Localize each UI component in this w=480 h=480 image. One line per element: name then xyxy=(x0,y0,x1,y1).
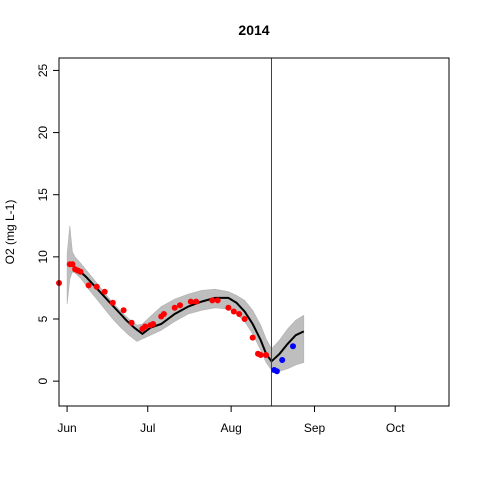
data-point xyxy=(193,298,200,305)
data-point xyxy=(209,297,216,304)
plot-frame xyxy=(58,57,450,407)
data-point xyxy=(142,323,149,330)
x-tick-label: Jun xyxy=(57,421,76,435)
data-point xyxy=(225,304,232,311)
data-point xyxy=(241,316,248,322)
data-point xyxy=(93,283,100,290)
data-point xyxy=(290,343,296,350)
y-axis-label: O2 (mg L-1) xyxy=(3,200,17,265)
data-point xyxy=(85,282,92,289)
data-point xyxy=(128,319,135,326)
data-point xyxy=(177,302,183,309)
data-point xyxy=(187,298,194,305)
data-point xyxy=(77,268,84,275)
x-tick-label: Aug xyxy=(220,421,241,435)
y-tick-label: 15 xyxy=(36,188,50,202)
data-point xyxy=(279,357,286,363)
x-tick-label: Jul xyxy=(140,421,155,435)
data-point xyxy=(273,368,280,375)
data-point xyxy=(160,311,167,317)
y-tick-label: 5 xyxy=(36,315,50,322)
y-tick-label: 20 xyxy=(36,126,50,140)
plot-area: 0 5 10 15 20 25 Jun Jul Aug Sep Oct xyxy=(36,57,450,435)
x-tick-label: Sep xyxy=(304,421,326,435)
y-tick-label: 25 xyxy=(36,63,50,77)
data-point xyxy=(69,261,76,268)
data-point xyxy=(214,297,221,304)
x-tick-label: Oct xyxy=(386,421,405,435)
data-point xyxy=(120,307,127,314)
data-point xyxy=(101,288,108,295)
ensemble-mean-line xyxy=(66,263,305,363)
data-point xyxy=(257,352,264,358)
data-point xyxy=(263,352,270,358)
data-point xyxy=(249,334,256,341)
chart-title: 2014 xyxy=(238,22,269,38)
data-point xyxy=(236,311,243,317)
data-point xyxy=(230,308,237,315)
data-point xyxy=(171,304,178,311)
y-tick-label: 0 xyxy=(36,377,50,384)
data-point xyxy=(150,321,157,327)
data-point xyxy=(109,299,116,306)
y-tick-label: 10 xyxy=(36,250,50,264)
ensemble-band xyxy=(66,225,305,372)
